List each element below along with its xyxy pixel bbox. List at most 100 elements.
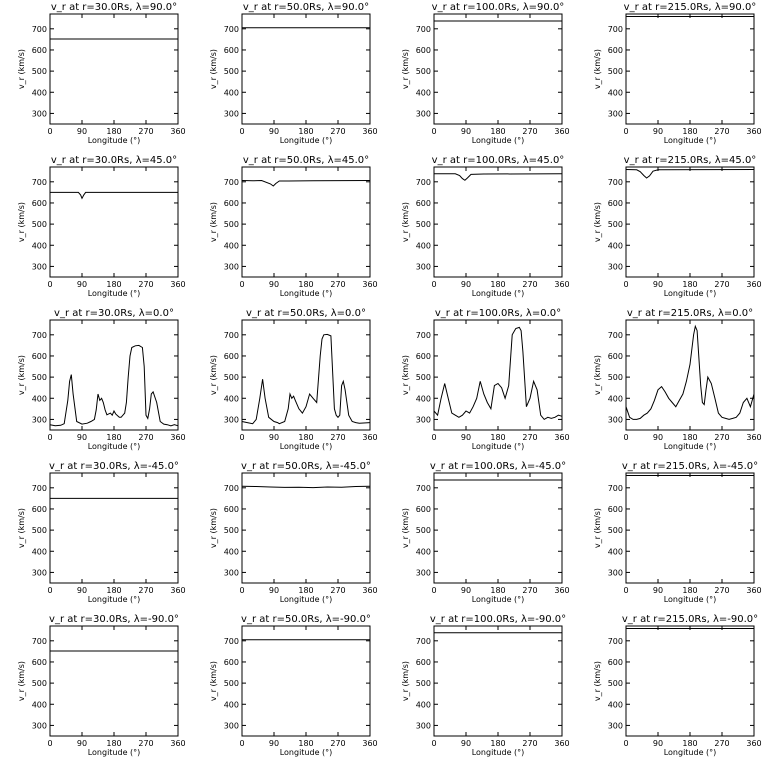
- x-tick-label: 180: [298, 739, 313, 748]
- y-tick-label: 300: [416, 262, 431, 271]
- x-tick-label: 360: [362, 127, 377, 136]
- x-tick-label: 0: [431, 280, 436, 289]
- series-line: [433, 326, 563, 421]
- x-tick-label: 0: [431, 433, 436, 442]
- y-tick-label: 400: [608, 241, 623, 250]
- y-tick-label: 600: [224, 352, 239, 361]
- y-tick-label: 300: [416, 415, 431, 424]
- y-axis-label: v_r (km/s): [401, 661, 410, 701]
- x-tick-label: 270: [522, 433, 537, 442]
- chart-title: v_r at r=30.0Rs, λ=-90.0°: [49, 614, 179, 625]
- x-tick-label: 0: [623, 586, 628, 595]
- chart-title: v_r at r=215.0Rs, λ=0.0°: [627, 308, 753, 319]
- x-axis-label: Longitude (°): [88, 748, 141, 757]
- series-line: [50, 191, 178, 200]
- x-tick-label: 0: [431, 586, 436, 595]
- y-tick-label: 500: [32, 526, 47, 535]
- plot-frame: [241, 166, 371, 278]
- y-axis-label: v_r (km/s): [209, 202, 218, 242]
- y-tick-label: 700: [32, 178, 47, 187]
- y-tick-label: 600: [608, 352, 623, 361]
- chart-title: v_r at r=50.0Rs, λ=-90.0°: [241, 614, 371, 625]
- y-tick-label: 700: [416, 637, 431, 646]
- y-tick-label: 500: [224, 220, 239, 229]
- chart-title: v_r at r=215.0Rs, λ=-45.0°: [622, 461, 758, 472]
- y-axis-label: v_r (km/s): [401, 508, 410, 548]
- y-tick-label: 400: [224, 547, 239, 556]
- chart-title: v_r at r=215.0Rs, λ=45.0°: [624, 155, 757, 166]
- x-tick-label: 180: [490, 433, 505, 442]
- plot-frame: [433, 472, 563, 584]
- y-tick-label: 400: [416, 700, 431, 709]
- y-tick-label: 300: [416, 568, 431, 577]
- x-axis-label: Longitude (°): [472, 442, 525, 451]
- x-tick-label: 270: [714, 739, 729, 748]
- x-axis-label: Longitude (°): [472, 748, 525, 757]
- y-tick-label: 300: [32, 262, 47, 271]
- x-tick-label: 90: [461, 433, 471, 442]
- x-tick-label: 180: [682, 280, 697, 289]
- x-axis-label: Longitude (°): [472, 136, 525, 145]
- y-axis-label: v_r (km/s): [17, 49, 26, 89]
- x-tick-label: 180: [490, 280, 505, 289]
- y-tick-label: 300: [224, 721, 239, 730]
- y-tick-label: 500: [32, 220, 47, 229]
- y-tick-label: 400: [224, 700, 239, 709]
- y-tick-label: 400: [608, 547, 623, 556]
- y-tick-label: 700: [608, 637, 623, 646]
- y-tick-label: 700: [416, 331, 431, 340]
- y-tick-label: 600: [416, 199, 431, 208]
- x-tick-label: 90: [653, 739, 663, 748]
- x-tick-label: 180: [490, 586, 505, 595]
- x-tick-label: 360: [554, 127, 569, 136]
- y-axis-label: v_r (km/s): [17, 355, 26, 395]
- y-tick-label: 600: [224, 199, 239, 208]
- y-tick-label: 300: [608, 109, 623, 118]
- y-tick-label: 500: [416, 679, 431, 688]
- y-tick-label: 400: [608, 88, 623, 97]
- plot-frame: [241, 625, 371, 737]
- y-tick-label: 600: [416, 46, 431, 55]
- plot-frame: [49, 166, 179, 278]
- x-tick-label: 90: [461, 586, 471, 595]
- x-tick-label: 0: [47, 280, 52, 289]
- chart-panel: v_r at r=50.0Rs, λ=0.0° 0 90 180 270 360 300 40…: [209, 308, 378, 451]
- x-tick-label: 180: [298, 127, 313, 136]
- x-tick-label: 270: [522, 127, 537, 136]
- y-tick-label: 700: [32, 25, 47, 34]
- x-tick-label: 180: [298, 280, 313, 289]
- y-tick-label: 500: [32, 67, 47, 76]
- x-tick-label: 0: [239, 433, 244, 442]
- y-tick-label: 600: [32, 658, 47, 667]
- x-tick-label: 360: [362, 280, 377, 289]
- chart-panel: v_r at r=215.0Rs, λ=-45.0° 0 90 180 270 360 30…: [593, 461, 762, 604]
- series-line: [49, 344, 179, 427]
- x-tick-label: 180: [682, 433, 697, 442]
- x-tick-label: 360: [746, 433, 761, 442]
- chart-panel: v_r at r=50.0Rs, λ=-90.0° 0 90 180 270 360 300…: [209, 614, 378, 757]
- y-tick-label: 300: [32, 721, 47, 730]
- x-tick-label: 90: [77, 739, 87, 748]
- x-tick-label: 90: [77, 280, 87, 289]
- x-tick-label: 360: [170, 280, 185, 289]
- x-tick-label: 90: [653, 280, 663, 289]
- x-tick-label: 180: [106, 586, 121, 595]
- y-tick-label: 300: [224, 262, 239, 271]
- x-tick-label: 0: [623, 739, 628, 748]
- y-tick-label: 700: [416, 25, 431, 34]
- x-axis-label: Longitude (°): [88, 136, 141, 145]
- chart-title: v_r at r=50.0Rs, λ=-45.0°: [241, 461, 371, 472]
- chart-title: v_r at r=215.0Rs, λ=90.0°: [624, 2, 757, 13]
- plot-frame: [625, 166, 755, 278]
- y-tick-label: 400: [224, 88, 239, 97]
- x-tick-label: 270: [330, 280, 345, 289]
- y-tick-label: 700: [608, 178, 623, 187]
- x-tick-label: 0: [239, 739, 244, 748]
- x-tick-label: 90: [653, 586, 663, 595]
- y-tick-label: 700: [224, 484, 239, 493]
- y-tick-label: 600: [608, 199, 623, 208]
- series-line: [625, 169, 755, 179]
- plot-frame: [241, 472, 371, 584]
- y-tick-label: 500: [416, 526, 431, 535]
